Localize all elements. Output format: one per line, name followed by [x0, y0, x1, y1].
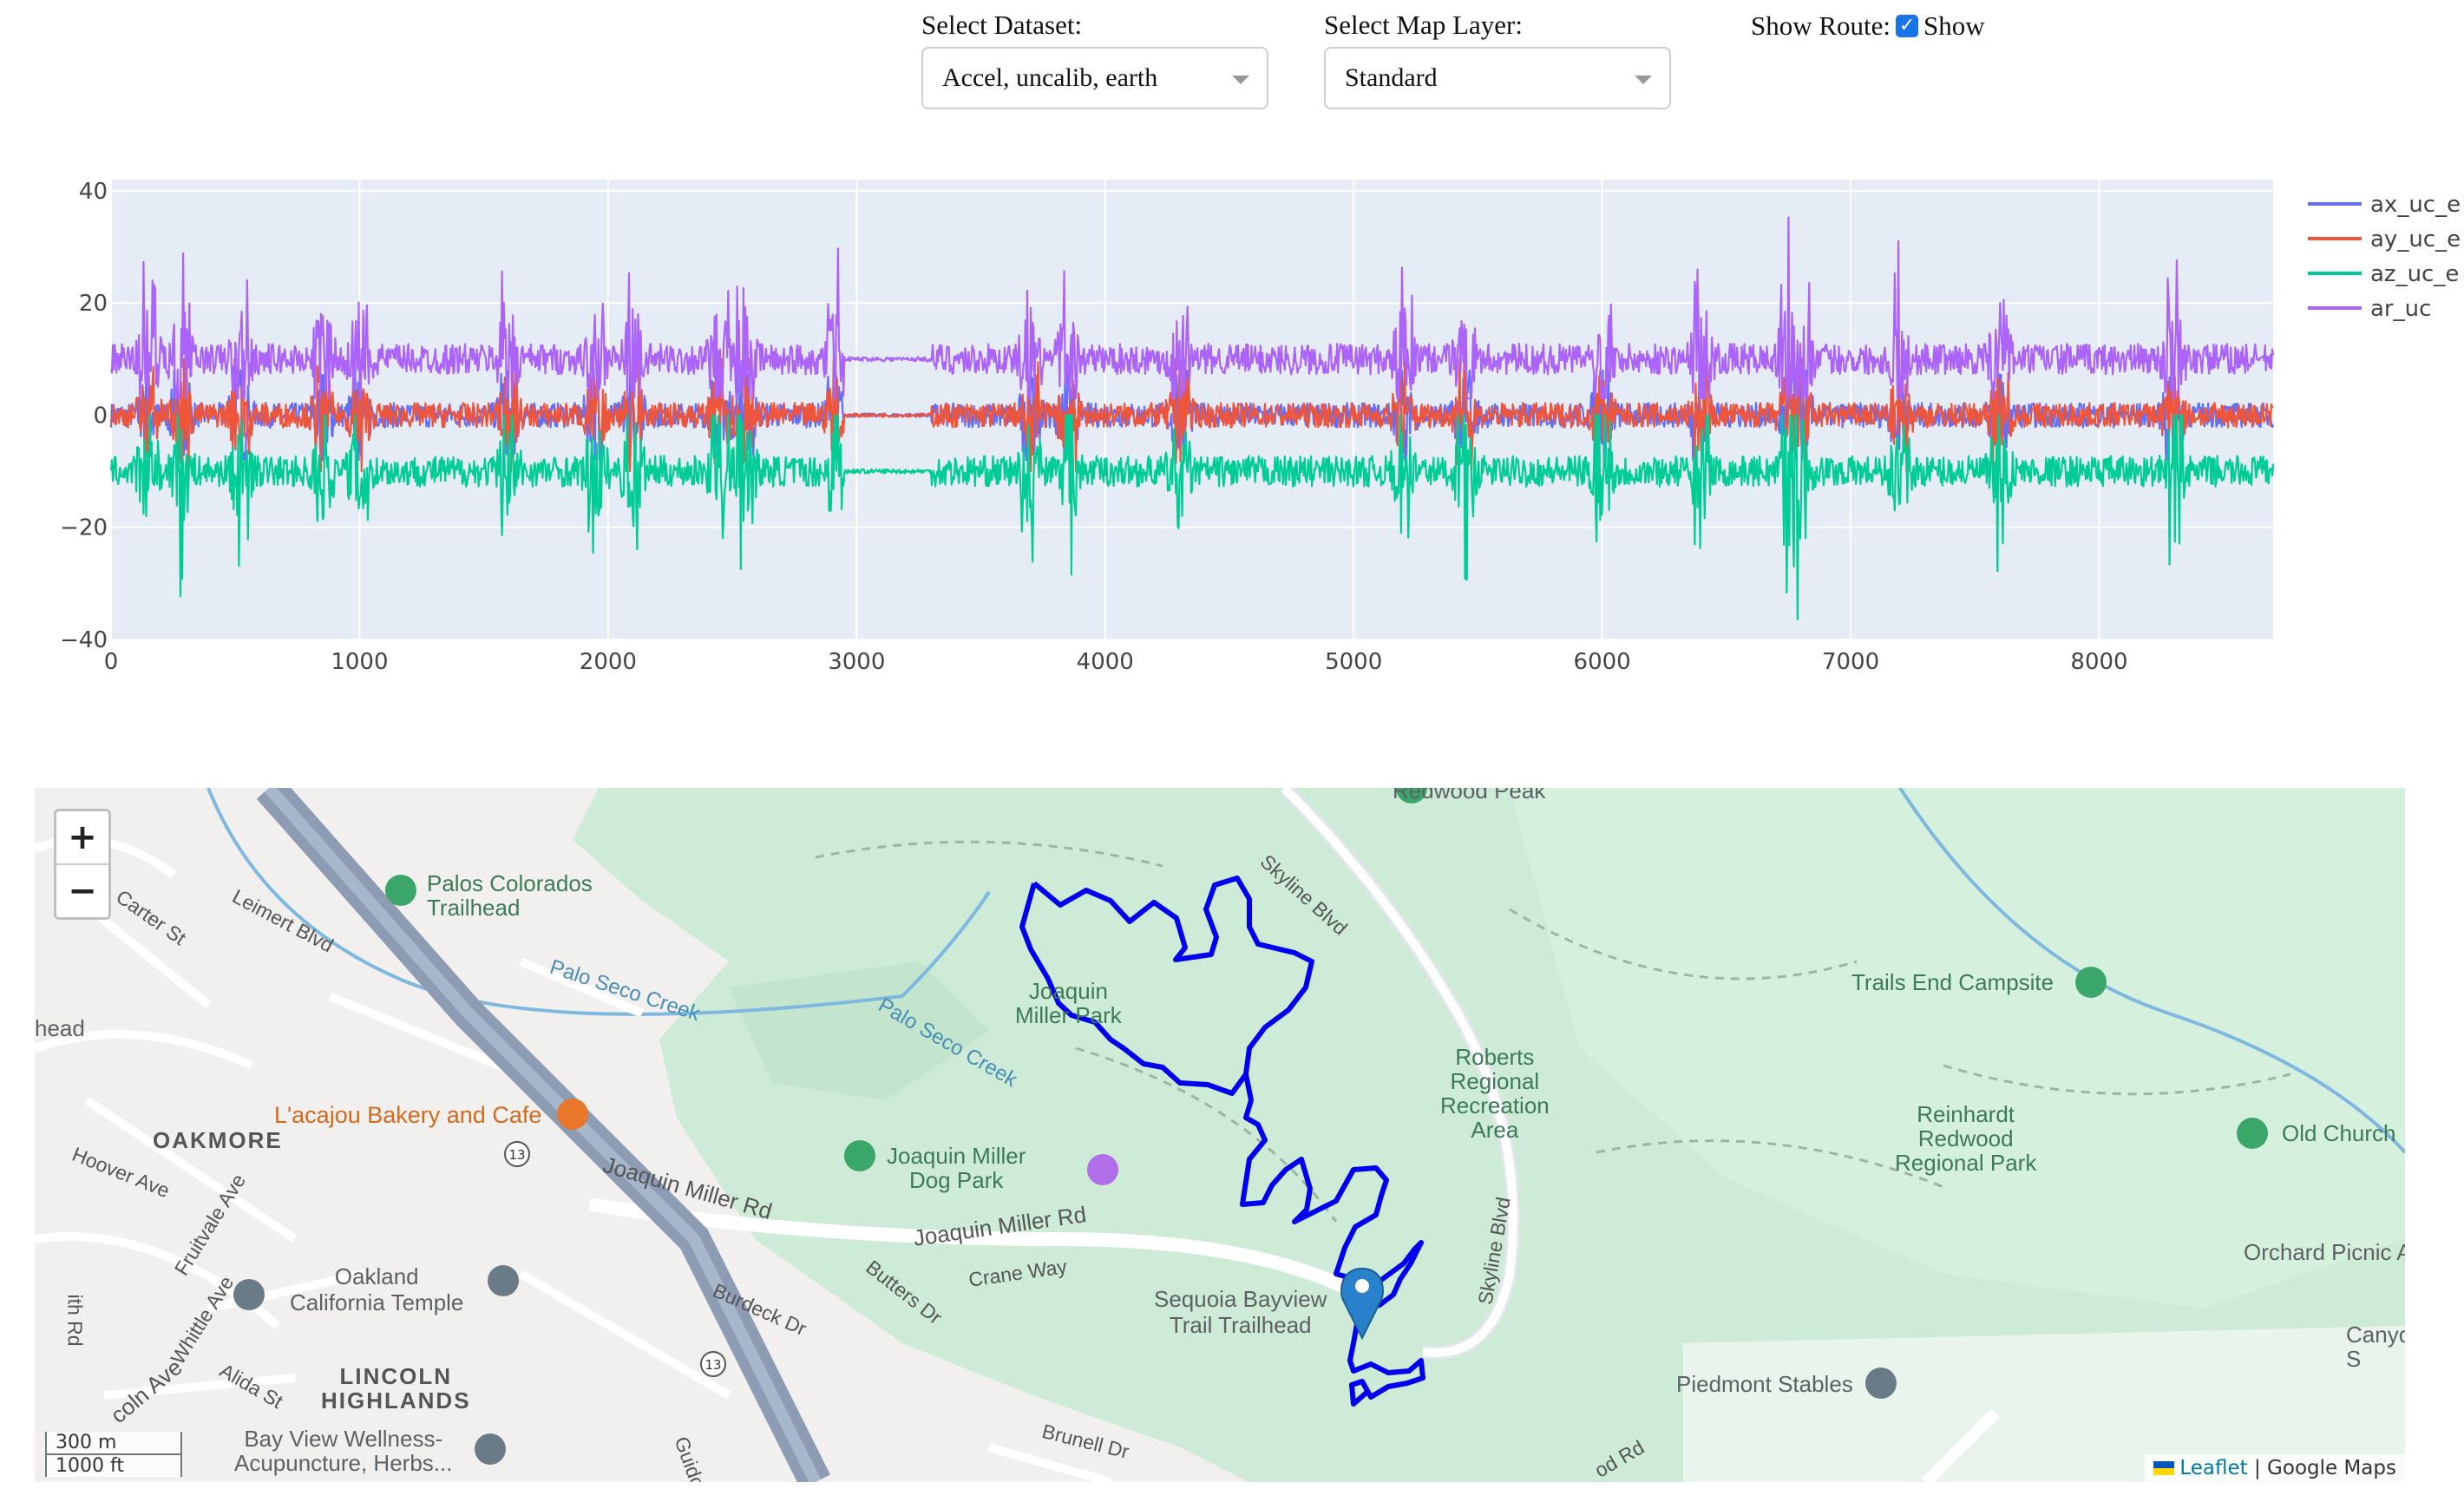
label-head: head [35, 1015, 85, 1041]
map-layer-select[interactable]: Standard [1324, 47, 1671, 109]
label-temple: Oakland California Temple [290, 1263, 464, 1315]
label-palos-colorados: Palos Colorados Trailhead [427, 870, 593, 921]
x-tick-label: 1000 [331, 649, 388, 675]
label-dog-park: Joaquin Miller Dog Park [887, 1143, 1026, 1193]
x-tick-label: 0 [104, 649, 119, 675]
zoom-in-button[interactable]: + [68, 817, 97, 857]
leaflet-link[interactable]: Leaflet [2179, 1457, 2248, 1479]
label-old-church: Old Church [2282, 1120, 2396, 1146]
y-tick-label: −20 [60, 515, 108, 541]
label-lacajou: L'acajou Bakery and Cafe [274, 1102, 542, 1128]
attribution-separator: | [2253, 1457, 2261, 1479]
map-attribution: Leaflet | Google Maps [2145, 1454, 2405, 1482]
map-layer-control: Select Map Layer: Standard [1324, 9, 1671, 109]
y-tick-label: 0 [93, 403, 108, 429]
zoom-control: + − [54, 809, 111, 920]
label-trails-end: Trails End Campsite [1851, 969, 2054, 995]
check-icon: ✓ [1898, 15, 1916, 36]
x-tick-label: 4000 [1077, 649, 1134, 675]
label-bayview: Bay View Wellness- Acupuncture, Herbs... [234, 1426, 453, 1476]
label-sequoia: Sequoia Bayview Trail Trailhead [1154, 1286, 1327, 1338]
dataset-control: Select Dataset: Accel, uncalib, earth [921, 9, 1268, 109]
dataset-select[interactable]: Accel, uncalib, earth [921, 47, 1268, 109]
y-tick-label: −40 [60, 627, 108, 653]
scale-metric: 300 m [45, 1432, 182, 1455]
hwy13-shield-b: 13 [704, 1357, 721, 1373]
chart-svg[interactable]: 0 1000 2000 3000 4000 5000 6000 7000 8000 −40 −20 0… [0, 169, 2464, 690]
series-line-ay_uc_e [109, 357, 2274, 473]
x-tick-label: 5000 [1325, 649, 1382, 675]
route-label: Show Route: [1751, 10, 1891, 41]
chevron-down-icon [1635, 75, 1652, 84]
location-pin-icon[interactable] [1340, 1267, 1384, 1341]
legend-label-ax_uc_e: ax_uc_e [2370, 192, 2461, 218]
legend-label-ar_uc: ar_uc [2370, 296, 2431, 322]
label-piedmont: Piedmont Stables [1676, 1371, 1853, 1397]
label-orchard: Orchard Picnic A [2244, 1239, 2405, 1265]
hwy13-shield-a: 13 [508, 1147, 525, 1163]
series-line-az_uc_e [109, 414, 2275, 620]
show-route-checkbox-label[interactable]: Show [1923, 10, 1985, 41]
map-layer-label: Select Map Layer: [1324, 10, 1523, 40]
map-base: 13 13 [35, 788, 2405, 1482]
route-control: Show Route: ✓ Show [1751, 10, 1985, 42]
legend-label-ay_uc_e: ay_uc_e [2370, 226, 2461, 253]
x-tick-label: 7000 [1822, 649, 1879, 675]
show-route-checkbox[interactable]: ✓ [1896, 15, 1919, 37]
x-tick-label: 2000 [580, 649, 637, 675]
y-tick-label: 20 [79, 291, 108, 317]
x-tick-label: 8000 [2070, 649, 2127, 675]
attribution-provider: Google Maps [2267, 1457, 2396, 1479]
label-oakmore: OAKMORE [153, 1127, 283, 1153]
accel-chart: 0 1000 2000 3000 4000 5000 6000 7000 8000 −40 −20 0… [0, 169, 2464, 690]
zoom-out-button[interactable]: − [56, 863, 108, 917]
scale-imperial: 1000 ft [45, 1453, 182, 1477]
dataset-label: Select Dataset: [921, 10, 1083, 40]
x-tick-label: 6000 [1574, 649, 1631, 675]
label-redwood-peak: Redwood Peak [1393, 788, 1546, 804]
y-tick-label: 40 [79, 179, 108, 205]
chevron-down-icon [1232, 75, 1249, 84]
dataset-select-value: Accel, uncalib, earth [942, 63, 1158, 92]
series-line-ar_uc [109, 216, 2275, 400]
label-roberts: Roberts Regional Recreation Area [1440, 1044, 1550, 1143]
x-tick-label: 3000 [828, 649, 885, 675]
map-scale: 300 m 1000 ft [45, 1432, 182, 1477]
ukraine-flag-icon [2153, 1461, 2175, 1475]
map[interactable]: 13 13 Redwood Peak Palos Colorados Trail… [35, 788, 2405, 1482]
label-canyon: Canyo S [2346, 1322, 2405, 1372]
map-layer-select-value: Standard [1345, 63, 1438, 92]
label-reinhardt: Reinhardt Redwood Regional Park [1895, 1101, 2037, 1176]
legend-label-az_uc_e: az_uc_e [2370, 261, 2459, 287]
label-joaquin-miller-park: Joaquin Miller Park [1015, 978, 1122, 1028]
label-lincoln: LINCOLN HIGHLANDS [321, 1363, 471, 1414]
label-th-rd: ith Rd [63, 1294, 87, 1347]
